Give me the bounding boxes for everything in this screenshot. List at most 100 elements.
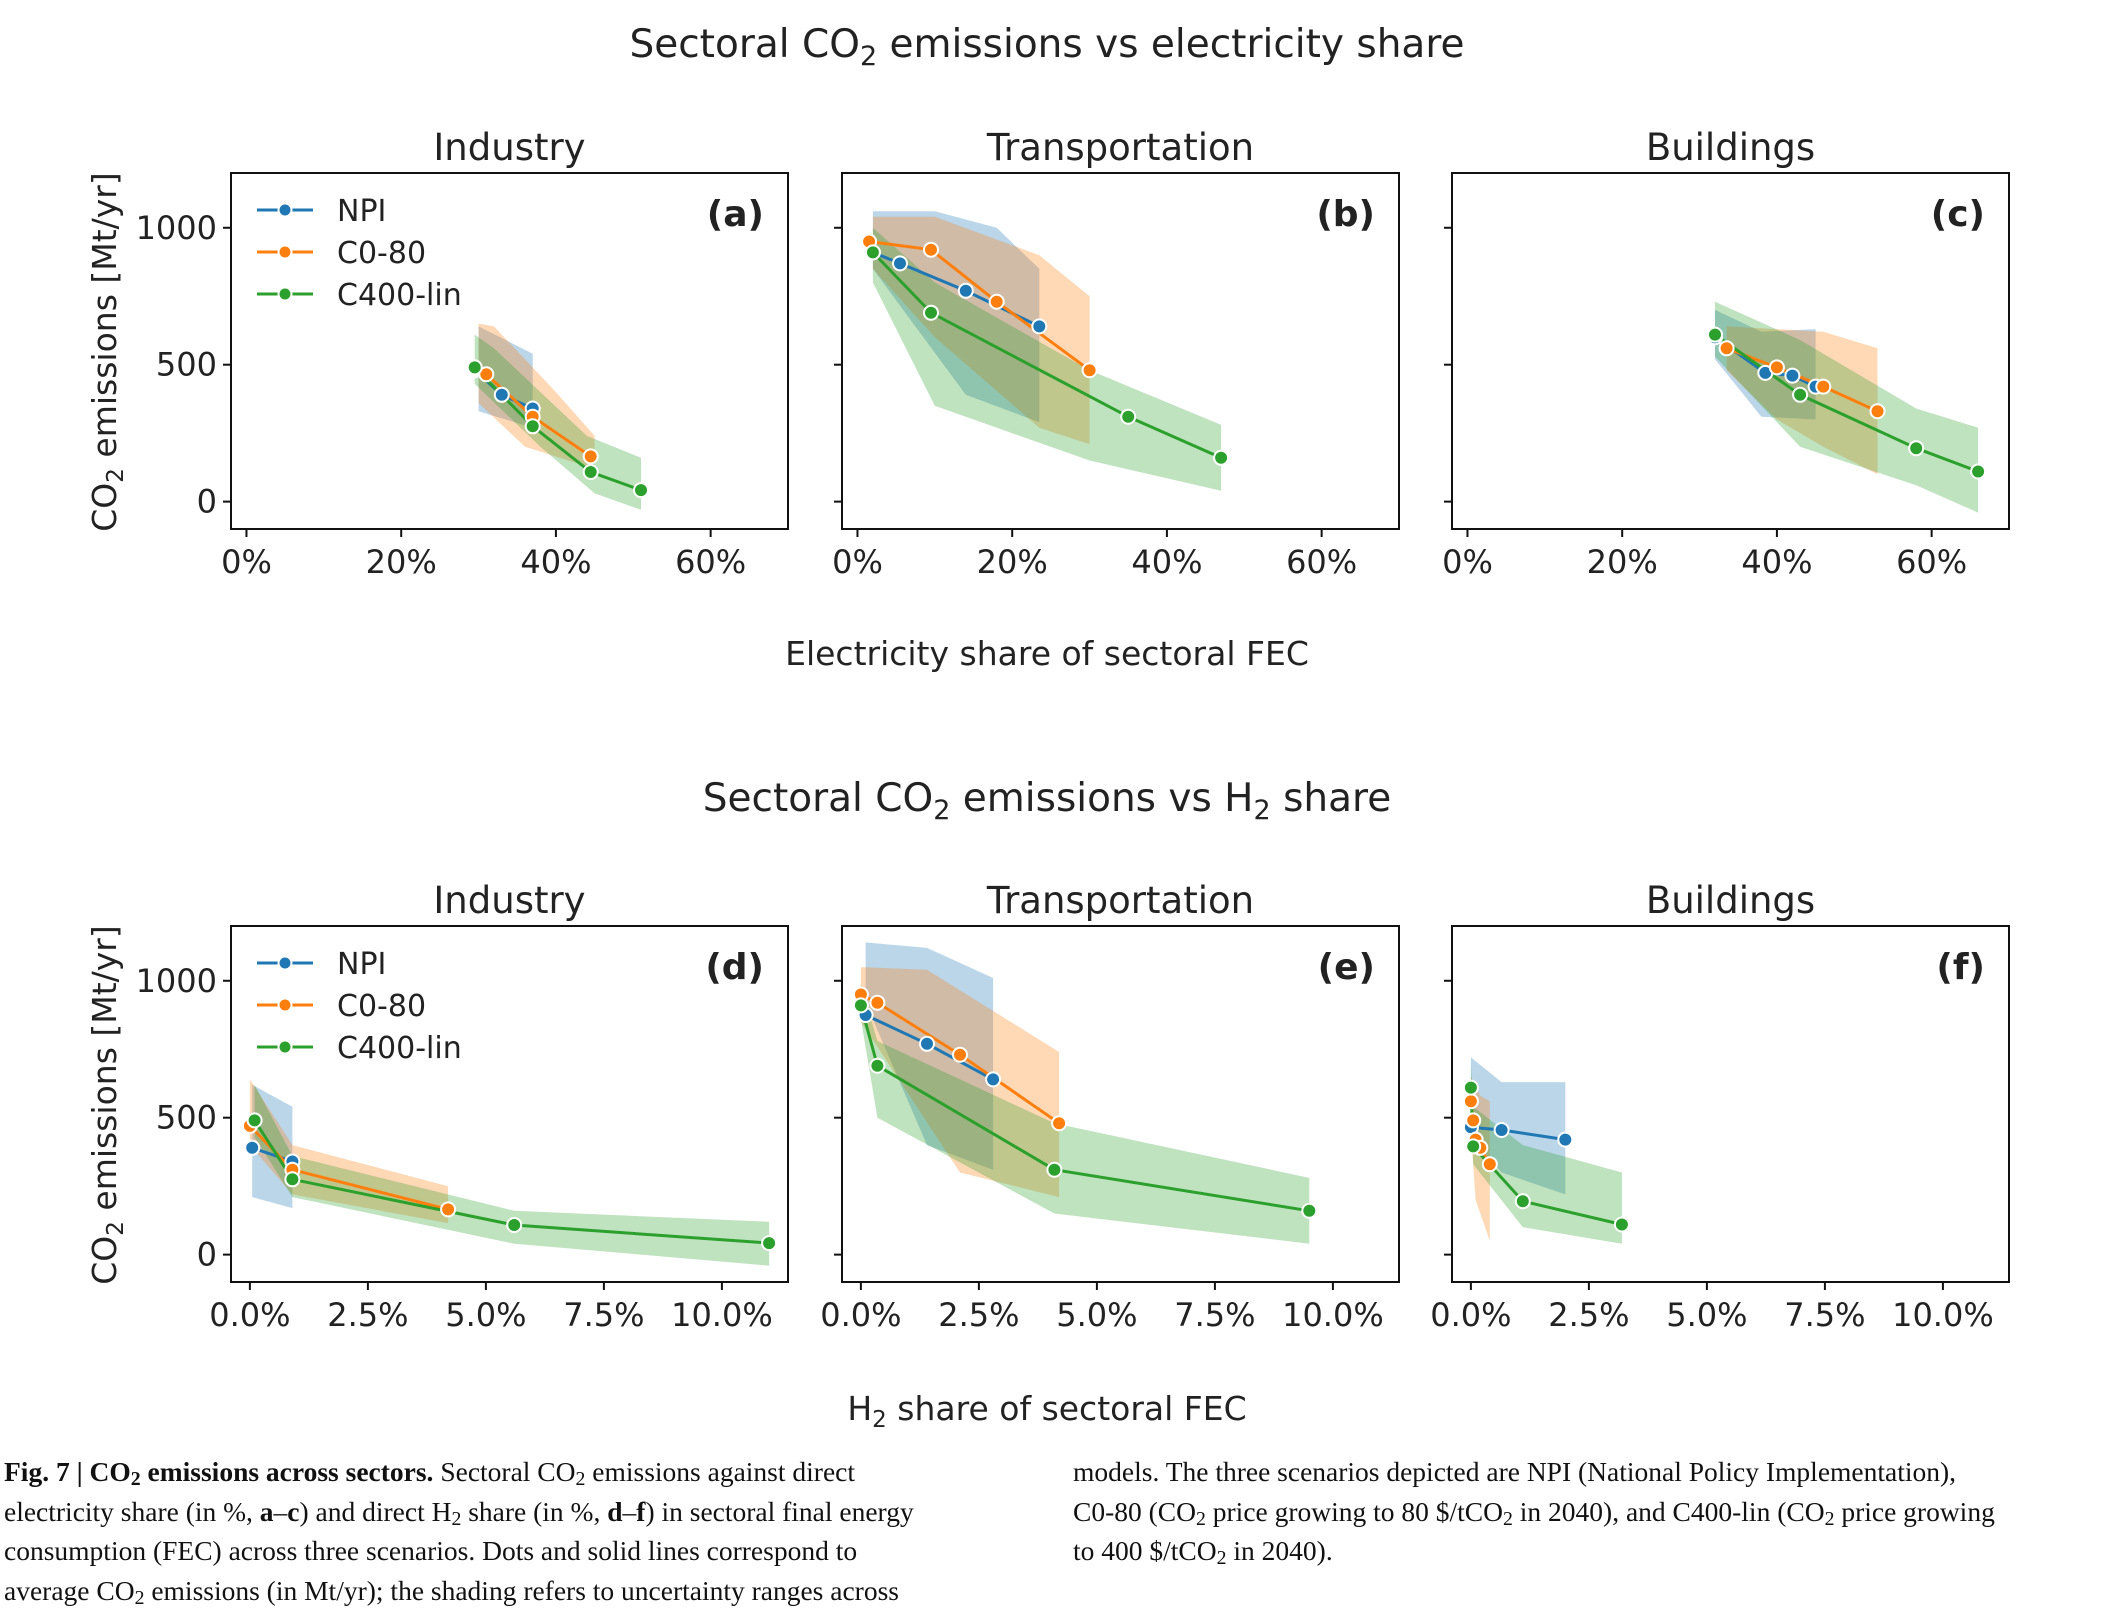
point-c0-80: [478, 366, 495, 383]
point-c400-lin: [1213, 449, 1230, 466]
x-tick-label: 10.0%: [1892, 1296, 1994, 1334]
row1-xlabel: Electricity share of sectoral FEC: [785, 634, 1309, 673]
x-tick-label: 2.5%: [938, 1296, 1019, 1334]
x-tick-label: 0.0%: [820, 1296, 901, 1334]
point-c400-lin: [1462, 1079, 1479, 1096]
point-npi: [1557, 1131, 1574, 1148]
caption-right: models. The three scenarios depicted are…: [1073, 1456, 1995, 1569]
legend-label: C0-80: [337, 236, 426, 271]
point-c400-lin: [506, 1217, 523, 1233]
point-c0-80: [582, 448, 599, 465]
legend-label: NPI: [337, 947, 386, 982]
point-c400-lin: [284, 1171, 301, 1188]
point-npi: [1493, 1122, 1510, 1138]
band-c400-lin: [860, 983, 1310, 1244]
panel-c: Buildings 0% 20% 40% 60% (c): [1442, 126, 2010, 581]
point-c400-lin: [633, 482, 649, 499]
point-c400-lin: [1970, 463, 1987, 480]
panel-b: Transportation 0% 20% 40% 60% (b): [832, 126, 1400, 581]
y-tick-label: 500: [156, 346, 217, 384]
point-c0-80: [1051, 1115, 1068, 1132]
plot-frame: [1451, 925, 2010, 1283]
band-c400-lin: [474, 334, 641, 510]
x-tick-label: 60%: [1896, 543, 1967, 581]
panel-f: Buildings 0.0% 2.5% 5.0% 7.5% 10.0% (f): [1430, 879, 2010, 1334]
band-npi: [1715, 309, 1816, 420]
panel-label: (e): [1318, 947, 1375, 988]
point-c0-80: [1465, 1112, 1482, 1129]
x-tick-label: 2.5%: [327, 1296, 408, 1334]
point-npi: [1784, 367, 1801, 384]
point-npi: [985, 1071, 1002, 1088]
band-c0-80: [249, 1079, 449, 1224]
band-c400-lin: [254, 1084, 770, 1266]
ylabel-top: CO2 emissions [Mt/yr]: [85, 172, 129, 532]
band-c400-lin: [872, 227, 1222, 491]
plot-frame: [1451, 172, 2010, 530]
point-c400-lin: [1707, 326, 1723, 343]
point-c0-80: [440, 1201, 457, 1218]
point-c400-lin: [864, 244, 881, 261]
band-c400-lin: [1715, 301, 1979, 513]
row2-title: Sectoral CO2 emissions vs H2 share: [703, 776, 1391, 826]
point-c0-80: [1481, 1156, 1498, 1173]
plot-frame: [841, 925, 1400, 1283]
x-tick-label: 0%: [1442, 543, 1493, 581]
point-c400-lin: [1792, 386, 1809, 403]
legend-label: C400-lin: [337, 278, 462, 313]
x-tick-label: 60%: [675, 543, 746, 581]
point-c400-lin: [246, 1112, 263, 1129]
y-tick-label: 500: [156, 1099, 217, 1137]
panel-title: Transportation: [986, 126, 1254, 169]
point-c0-80: [1462, 1093, 1479, 1110]
band-c400-lin: [1470, 1062, 1622, 1244]
panel-title: Industry: [433, 879, 585, 922]
panel-e: Transportation 0.0% 2.5% 5.0% 7.5% 10.0% (e): [820, 879, 1400, 1334]
x-tick-label: 7.5%: [1174, 1296, 1255, 1334]
point-c400-lin: [923, 304, 939, 321]
panel-title: Buildings: [1646, 879, 1815, 922]
x-tick-label: 20%: [366, 543, 437, 581]
legend-marker: [277, 286, 293, 302]
legend-marker: [277, 244, 293, 260]
point-c400-lin: [1046, 1161, 1063, 1178]
x-tick-label: 5.0%: [1666, 1296, 1747, 1334]
band-npi: [872, 211, 1040, 423]
ylabel-bottom: CO2 emissions [Mt/yr]: [85, 925, 129, 1285]
point-c400-lin: [761, 1235, 778, 1252]
point-npi: [1031, 318, 1048, 335]
band-npi: [865, 942, 994, 1170]
point-c0-80: [1081, 362, 1098, 379]
panel-label: (b): [1316, 194, 1375, 235]
panel-title: Industry: [433, 126, 585, 169]
x-tick-label: 0.0%: [1430, 1296, 1511, 1334]
row2-xlabel: H2 share of sectoral FEC: [847, 1389, 1246, 1433]
band-c0-80: [478, 323, 595, 469]
point-npi: [244, 1139, 261, 1156]
point-c0-80: [1718, 340, 1735, 357]
point-npi: [957, 282, 974, 299]
y-tick-label: 1000: [136, 209, 217, 247]
point-c0-80: [988, 293, 1005, 310]
point-c400-lin: [1613, 1216, 1630, 1233]
point-c0-80: [1768, 359, 1785, 376]
legend-marker: [277, 202, 293, 218]
point-c400-lin: [1514, 1193, 1531, 1210]
point-npi: [493, 386, 510, 403]
line-c400-lin: [859, 1005, 1310, 1213]
plot-frame: [230, 172, 789, 530]
panel-title: Transportation: [986, 879, 1254, 922]
legend-marker: [277, 1039, 293, 1055]
x-tick-label: 20%: [977, 543, 1048, 581]
plot-frame: [230, 925, 789, 1283]
line-c400-lin: [871, 251, 1222, 460]
y-tick-label: 0: [197, 1236, 217, 1274]
x-tick-label: 40%: [520, 543, 591, 581]
caption-left: Fig. 7 | CO2 emissions across sectors. S…: [4, 1456, 914, 1609]
point-c400-lin: [852, 997, 869, 1014]
panel-a: Industry 0% 20% 40% 60% 0 500 1000 (a) NPI C0-80 C4…: [136, 126, 789, 581]
x-tick-label: 20%: [1587, 543, 1658, 581]
panel-label: (c): [1931, 194, 1985, 235]
y-tick-label: 1000: [136, 962, 217, 1000]
line-npi: [872, 251, 1040, 328]
